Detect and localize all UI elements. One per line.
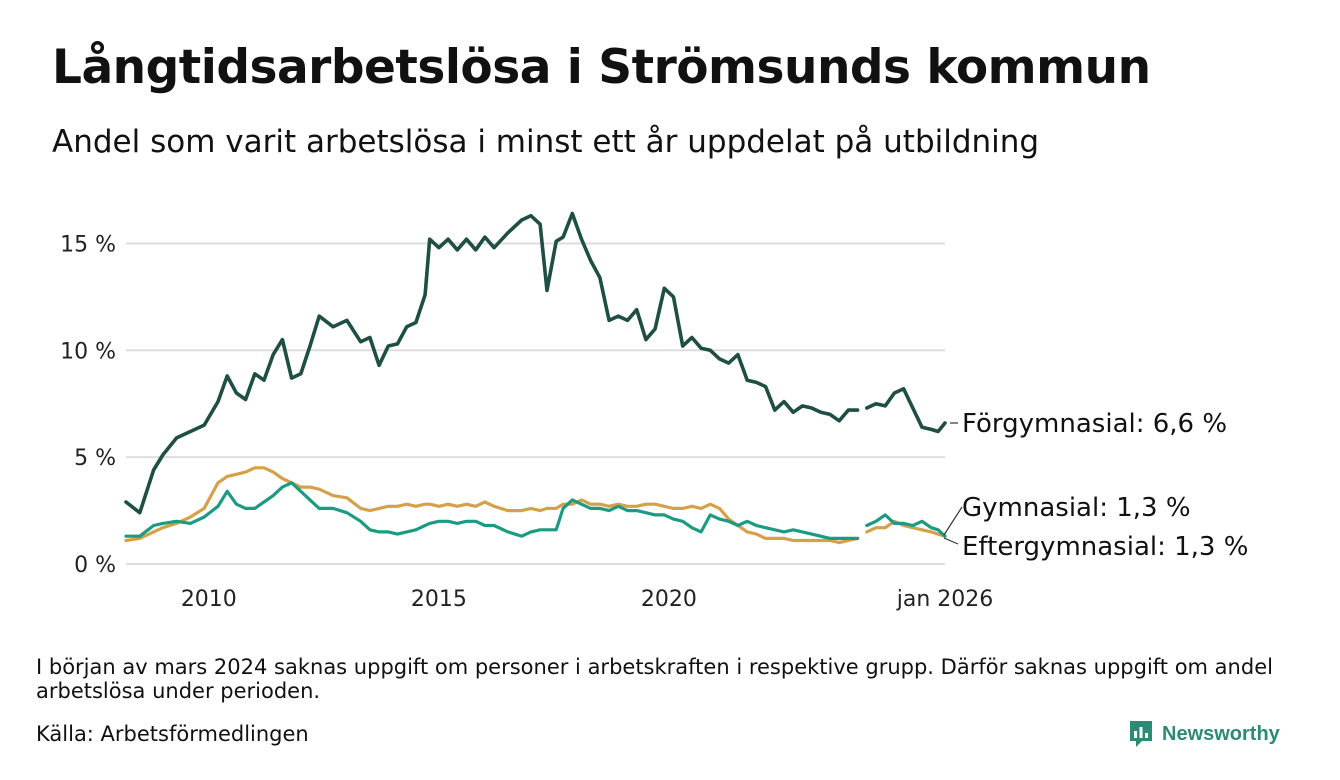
- y-tick-label-15: 15 %: [60, 232, 116, 257]
- chart-title: Långtidsarbetslösa i Strömsunds kommun: [52, 40, 1151, 95]
- x-tick-label-2010: 2010: [181, 587, 237, 612]
- end-label-forgymnasial: Förgymnasial: 6,6 %: [962, 409, 1227, 439]
- end-label-gymnasial: Gymnasial: 1,3 %: [962, 493, 1191, 523]
- x-tick-label-2026: jan 2026: [896, 587, 994, 612]
- chart-subtitle: Andel som varit arbetslösa i minst ett å…: [52, 124, 1040, 160]
- x-tick-label-2015: 2015: [411, 587, 467, 612]
- source-text: Källa: Arbetsförmedlingen: [36, 722, 309, 746]
- end-label-leader-gymnasial: [943, 506, 963, 536]
- series-line-eftergymnasial: [124, 466, 947, 545]
- end-label-leader-eftergymnasial: [943, 537, 959, 545]
- y-tick-label-5: 5 %: [74, 446, 116, 471]
- y-tick-label-0: 0 %: [74, 553, 116, 578]
- footnote: I början av mars 2024 saknas uppgift om …: [36, 655, 1273, 703]
- y-tick-label-10: 10 %: [60, 339, 116, 364]
- series-line-gymnasial: [124, 481, 947, 540]
- x-tick-label-2020: 2020: [641, 587, 697, 612]
- newsworthy-logo-text: Newsworthy: [1162, 722, 1280, 745]
- end-label-eftergymnasial: Eftergymnasial: 1,3 %: [962, 532, 1248, 562]
- series-line-forgymnasial: [124, 211, 947, 515]
- newsworthy-logo-icon: [1130, 721, 1152, 747]
- line-chart: 0 % 5 % 10 % 15 % 2010 2015 2020 jan 2026 Förgym…: [60, 211, 1248, 612]
- newsworthy-logo[interactable]: Newsworthy: [1128, 718, 1280, 750]
